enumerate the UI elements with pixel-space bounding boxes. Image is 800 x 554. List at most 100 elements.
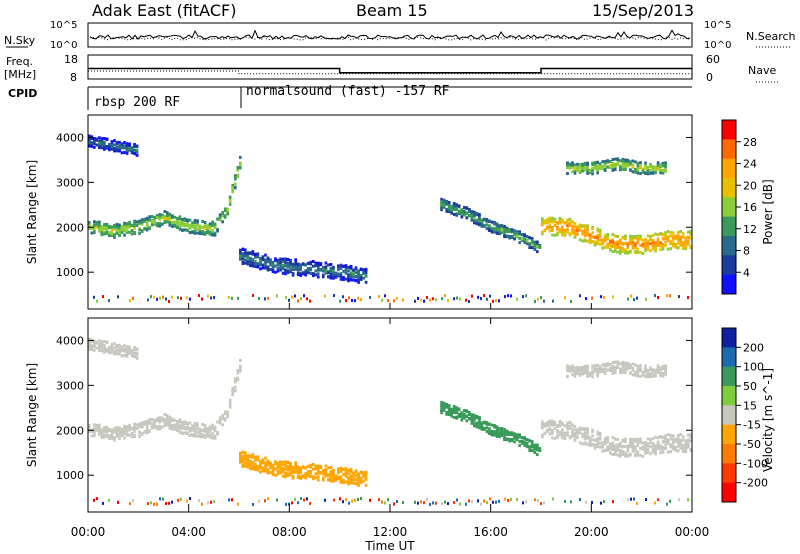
velocity-cell — [600, 501, 602, 505]
power-cell — [337, 268, 340, 272]
power-cell — [664, 161, 667, 165]
velocity-cell — [576, 436, 579, 439]
velocity-cell — [621, 360, 625, 364]
power-cell — [671, 237, 675, 241]
velocity-cell — [516, 497, 518, 501]
power-cell — [334, 272, 338, 276]
power-cell — [165, 297, 167, 301]
velocity-cell — [671, 440, 675, 444]
velocity-cell — [601, 442, 604, 446]
power-cell — [306, 271, 310, 275]
power-cell — [493, 227, 496, 231]
velocity-cell — [470, 418, 474, 422]
colorbar-swatch — [722, 178, 736, 198]
power-cell — [490, 230, 494, 234]
velocity-cell — [649, 445, 652, 449]
velocity-cell — [561, 428, 564, 432]
velocity-cell — [679, 433, 682, 436]
velocity-cell — [573, 374, 577, 378]
power-cell — [651, 241, 655, 245]
velocity-cell — [624, 454, 627, 458]
power-cell — [251, 264, 255, 268]
velocity-cell — [616, 445, 620, 449]
power-cell — [457, 204, 461, 208]
velocity-cell — [100, 340, 104, 344]
power-cell — [228, 195, 232, 199]
velocity-cell — [158, 427, 162, 431]
power-cell — [251, 250, 255, 254]
power-cell — [239, 254, 242, 258]
power-cell — [601, 246, 604, 250]
power-cell — [659, 244, 662, 248]
power-cell — [452, 205, 456, 209]
power-cell — [681, 232, 685, 236]
power-cell — [110, 147, 114, 151]
power-cell — [596, 171, 599, 175]
freq-label-line2: [MHz] — [4, 68, 36, 81]
power-cell — [123, 223, 126, 227]
velocity-cell — [93, 430, 96, 433]
velocity-cell — [133, 355, 136, 358]
power-cell — [300, 297, 302, 301]
power-cell — [364, 268, 368, 272]
power-cell — [666, 247, 670, 251]
velocity-cell — [135, 351, 139, 355]
power-cell — [145, 225, 149, 229]
velocity-cell — [568, 426, 572, 430]
velocity-cell — [93, 345, 96, 349]
velocity-ylabel: Slant Range [km] — [25, 363, 39, 467]
velocity-cell — [457, 412, 461, 416]
velocity-cell — [689, 433, 693, 437]
power-cell — [661, 243, 665, 247]
velocity-cell — [586, 372, 589, 376]
power-cell — [651, 247, 655, 251]
velocity-cell — [523, 440, 526, 444]
velocity-cell — [90, 338, 94, 342]
velocity-cell — [651, 442, 655, 446]
power-cell — [593, 240, 597, 244]
power-cell — [681, 241, 685, 244]
power-cell — [239, 166, 242, 170]
power-cell — [285, 296, 287, 300]
power-cell — [135, 223, 139, 227]
noise-left-tick-bottom: 10^0 — [50, 40, 77, 51]
power-cell — [470, 210, 474, 214]
velocity-cell — [571, 423, 574, 427]
power-cell — [606, 245, 609, 249]
velocity-cell — [183, 427, 187, 431]
power-cell — [656, 163, 660, 167]
velocity-cell — [223, 412, 227, 416]
velocity-cell — [228, 398, 232, 402]
velocity-cell — [624, 369, 627, 373]
power-cell — [432, 297, 434, 301]
velocity-cell — [281, 468, 285, 472]
velocity-cell — [113, 436, 116, 440]
power-cell — [616, 235, 620, 238]
power-cell — [332, 269, 335, 273]
velocity-cell — [571, 366, 574, 370]
power-cell — [624, 249, 627, 252]
power-cell — [483, 217, 486, 221]
velocity-cell — [269, 471, 272, 475]
velocity-cell — [649, 441, 652, 445]
power-cell — [294, 258, 297, 262]
power-cell — [573, 235, 577, 239]
cpid-label: CPID — [8, 87, 37, 100]
velocity-cell — [276, 466, 280, 469]
velocity-cell — [541, 426, 544, 430]
velocity-cell — [684, 439, 688, 443]
power-cell — [495, 228, 499, 232]
power-cell — [429, 298, 431, 302]
power-cell — [586, 166, 589, 170]
velocity-cell — [130, 427, 134, 431]
power-cell — [609, 244, 612, 248]
power-cell — [596, 164, 599, 168]
power-cell — [636, 168, 640, 172]
power-cell — [216, 217, 219, 221]
power-cell — [689, 245, 693, 249]
power-cell — [440, 200, 443, 204]
power-cell — [234, 182, 237, 186]
velocity-cell — [536, 453, 539, 457]
velocity-cell — [113, 428, 116, 432]
power-cell — [198, 294, 200, 298]
